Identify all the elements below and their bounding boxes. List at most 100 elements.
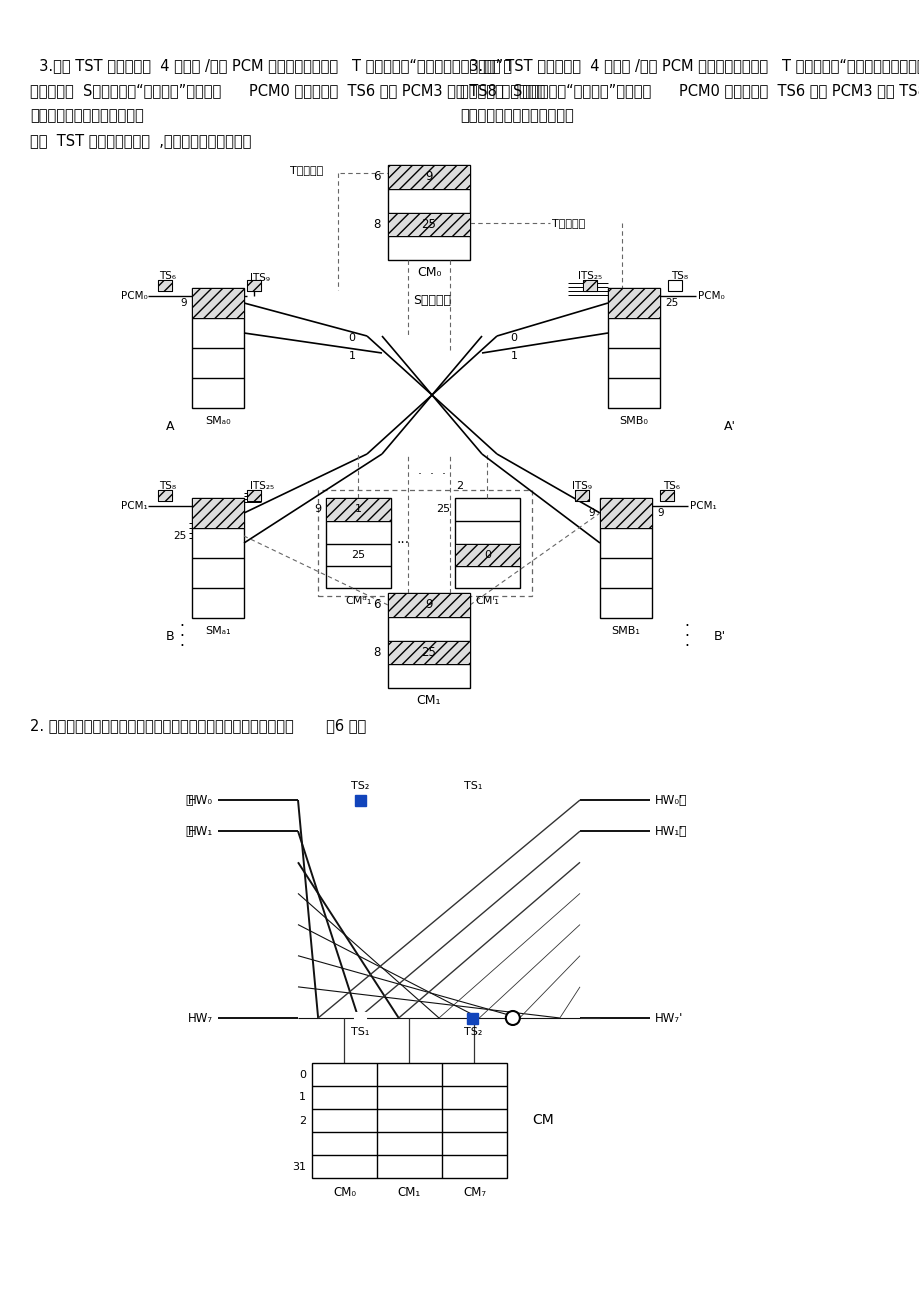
- Text: 9: 9: [425, 171, 432, 184]
- Text: 25: 25: [421, 219, 436, 232]
- Text: 8: 8: [373, 646, 380, 659]
- Text: 9: 9: [656, 508, 663, 519]
- Text: ITS₉: ITS₉: [572, 481, 591, 491]
- Text: 9: 9: [313, 504, 321, 513]
- Bar: [607, 288, 659, 408]
- Text: 2: 2: [299, 1115, 306, 1126]
- Bar: [583, 280, 596, 291]
- Text: PCM₀: PCM₀: [121, 291, 148, 301]
- Text: TS₆: TS₆: [663, 481, 680, 491]
- Text: CM₇: CM₇: [462, 1186, 485, 1199]
- Bar: [574, 490, 588, 500]
- Bar: [312, 1063, 506, 1178]
- Text: CMᵈ₁: CMᵈ₁: [345, 595, 371, 606]
- Text: 1: 1: [299, 1092, 306, 1102]
- Text: ·: ·: [179, 638, 184, 654]
- Text: 9: 9: [588, 508, 595, 519]
- Text: HW₇': HW₇': [654, 1011, 683, 1024]
- Text: SMₐ₀: SMₐ₀: [205, 416, 231, 426]
- Text: 6: 6: [373, 171, 380, 184]
- Text: 0: 0: [483, 550, 491, 560]
- Bar: [659, 490, 674, 500]
- Text: 25: 25: [351, 550, 365, 560]
- Bar: [388, 593, 470, 688]
- Text: ·: ·: [684, 628, 688, 644]
- Text: 31: 31: [291, 1161, 306, 1171]
- Text: TS₁: TS₁: [463, 780, 482, 791]
- Text: TS₈: TS₈: [159, 481, 176, 491]
- Text: 1: 1: [355, 504, 361, 513]
- Text: ·: ·: [684, 638, 688, 654]
- Text: CM: CM: [531, 1114, 553, 1127]
- Bar: [158, 280, 172, 291]
- Text: 3.假设 TST 交换网络有  4 条输入 /输出 PCM 复用线，输入侧的   T 型接线器为“控制写入，顷序读出”方: 3.假设 TST 交换网络有 4 条输入 /输出 PCM 复用线，输入侧的 T …: [30, 59, 512, 73]
- Bar: [455, 498, 519, 588]
- Bar: [467, 1012, 478, 1023]
- Text: ·  ·  ·: · · ·: [417, 468, 446, 481]
- Text: ···: ···: [396, 536, 409, 550]
- Text: 其交换过程，并画出示意图。: 其交换过程，并画出示意图。: [460, 108, 573, 122]
- Text: SMB₁: SMB₁: [611, 625, 640, 636]
- Text: TS₂: TS₂: [463, 1027, 482, 1037]
- Text: 0: 0: [348, 334, 355, 343]
- Bar: [388, 165, 470, 261]
- Text: 25: 25: [421, 646, 436, 659]
- Text: 其交换过程，并画出示意图。: 其交换过程，并画出示意图。: [30, 108, 143, 122]
- Bar: [599, 498, 652, 618]
- Text: T型接线器: T型接线器: [551, 218, 584, 228]
- Text: B: B: [165, 629, 174, 642]
- Text: ·: ·: [179, 628, 184, 644]
- Circle shape: [505, 1011, 519, 1025]
- Bar: [599, 498, 652, 528]
- Text: ·: ·: [684, 619, 688, 633]
- Text: CMⁱ₁: CMⁱ₁: [475, 595, 499, 606]
- Text: ITS₂₅: ITS₂₅: [250, 481, 274, 491]
- Bar: [318, 490, 531, 595]
- Text: 式，中间的  S型接线器为“输入控制”方式。如      PCM0 复用线上的  TS6 要与 PCM3 上的 TS8 交换，写出: 式，中间的 S型接线器为“输入控制”方式。如 PCM0 复用线上的 TS6 要与…: [30, 83, 545, 98]
- Text: TS₈: TS₈: [671, 271, 687, 281]
- Text: PCM₁: PCM₁: [121, 500, 148, 511]
- Bar: [388, 165, 470, 189]
- Bar: [158, 490, 172, 500]
- Text: 9: 9: [180, 298, 187, 308]
- Text: SMB₀: SMB₀: [618, 416, 648, 426]
- Text: 25: 25: [436, 504, 449, 513]
- Bar: [574, 490, 588, 500]
- Bar: [192, 498, 244, 618]
- Text: T型接线器: T型接线器: [289, 165, 323, 175]
- Text: 25: 25: [174, 532, 187, 541]
- Text: SMₐ₁: SMₐ₁: [205, 625, 231, 636]
- Bar: [354, 795, 365, 805]
- Text: B': B': [713, 629, 725, 642]
- Text: 入: 入: [186, 825, 193, 838]
- Bar: [325, 498, 391, 588]
- Text: HW₀: HW₀: [187, 794, 213, 807]
- Text: PCM₁: PCM₁: [689, 500, 716, 511]
- Text: 25: 25: [664, 298, 677, 308]
- Text: 6: 6: [373, 598, 380, 611]
- Text: 0: 0: [510, 334, 516, 343]
- Text: CM₁: CM₁: [397, 1186, 421, 1199]
- Bar: [388, 212, 470, 236]
- Text: CM₀: CM₀: [333, 1186, 356, 1199]
- Text: A: A: [165, 420, 174, 433]
- Bar: [246, 280, 261, 291]
- Bar: [246, 280, 261, 291]
- Text: TS₁: TS₁: [350, 1027, 369, 1037]
- Bar: [158, 490, 172, 500]
- Bar: [667, 280, 681, 291]
- Text: CM₀: CM₀: [416, 266, 441, 279]
- Text: HW₁': HW₁': [654, 825, 683, 838]
- Text: HW₁: HW₁: [187, 825, 213, 838]
- Text: 1: 1: [510, 351, 516, 361]
- Bar: [192, 288, 244, 318]
- Bar: [246, 490, 261, 500]
- Bar: [467, 795, 478, 805]
- Bar: [388, 641, 470, 665]
- Text: HW₀': HW₀': [654, 794, 683, 807]
- Text: 输: 输: [677, 794, 685, 807]
- Bar: [388, 593, 470, 618]
- Bar: [246, 490, 261, 500]
- Text: A': A': [723, 420, 735, 433]
- Text: TS₂: TS₂: [350, 780, 369, 791]
